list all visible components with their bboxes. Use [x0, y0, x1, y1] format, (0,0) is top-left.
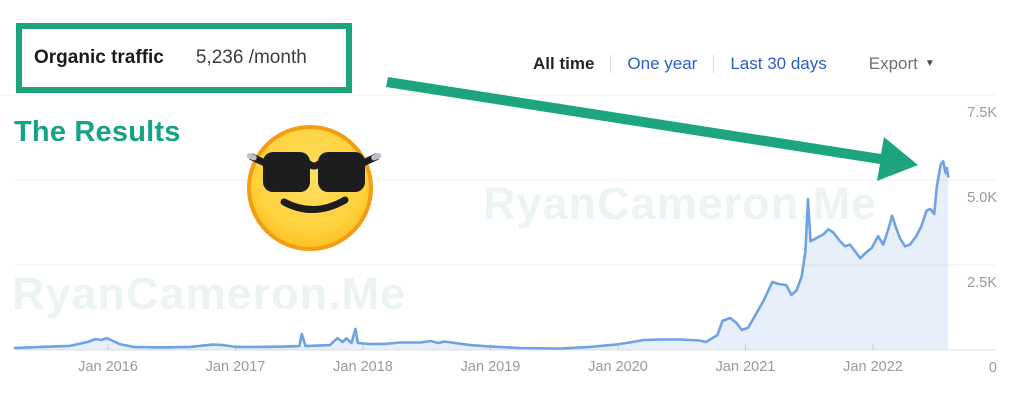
- x-axis-label: Jan 2016: [78, 359, 138, 375]
- y-axis-label: 0: [989, 360, 997, 376]
- organic-traffic-metric-box: Organic traffic 5,236 /month: [16, 23, 352, 93]
- y-axis-label: 5.0K: [967, 190, 997, 206]
- chart-line: [13, 160, 950, 350]
- x-axis-label: Jan 2018: [333, 359, 393, 375]
- chevron-down-icon: ▼: [924, 58, 935, 69]
- emoji-lens-left: [263, 152, 310, 192]
- tab-one-year[interactable]: One year: [627, 54, 698, 73]
- watermark: RyanCameron.Me: [12, 268, 407, 319]
- x-axis-label: Jan 2020: [588, 359, 648, 375]
- emoji-smile: [280, 196, 349, 214]
- x-axis-label: Jan 2021: [716, 359, 776, 375]
- metric-label: Organic traffic: [34, 47, 164, 68]
- x-axis-label: Jan 2019: [461, 359, 521, 375]
- tab-last-30-days[interactable]: Last 30 days: [730, 54, 827, 73]
- y-axis-label: 7.5K: [967, 105, 997, 121]
- tab-all-time[interactable]: All time: [533, 54, 595, 73]
- watermark: RyanCameron.Me: [483, 178, 878, 229]
- export-button[interactable]: Export ▼: [869, 54, 935, 74]
- sunglasses-emoji-icon: [246, 125, 382, 251]
- chart-toolbar: All time One year Last 30 days Export ▼: [533, 52, 935, 76]
- emoji-glasses-bridge: [305, 160, 323, 170]
- x-axis-label: Jan 2022: [843, 359, 903, 375]
- emoji-glasses-tip-right: [371, 153, 382, 161]
- tab-separator: [713, 55, 715, 73]
- emoji-lens-right: [318, 152, 365, 192]
- tab-separator: [610, 55, 612, 73]
- emoji-glasses-tip-left: [246, 153, 257, 161]
- export-label: Export: [868, 54, 918, 73]
- chart-area: [14, 161, 949, 350]
- x-axis-label: Jan 2017: [206, 359, 266, 375]
- results-heading: The Results: [14, 116, 181, 148]
- metric-value: 5,236 /month: [195, 47, 307, 68]
- y-axis-label: 2.5K: [967, 275, 997, 291]
